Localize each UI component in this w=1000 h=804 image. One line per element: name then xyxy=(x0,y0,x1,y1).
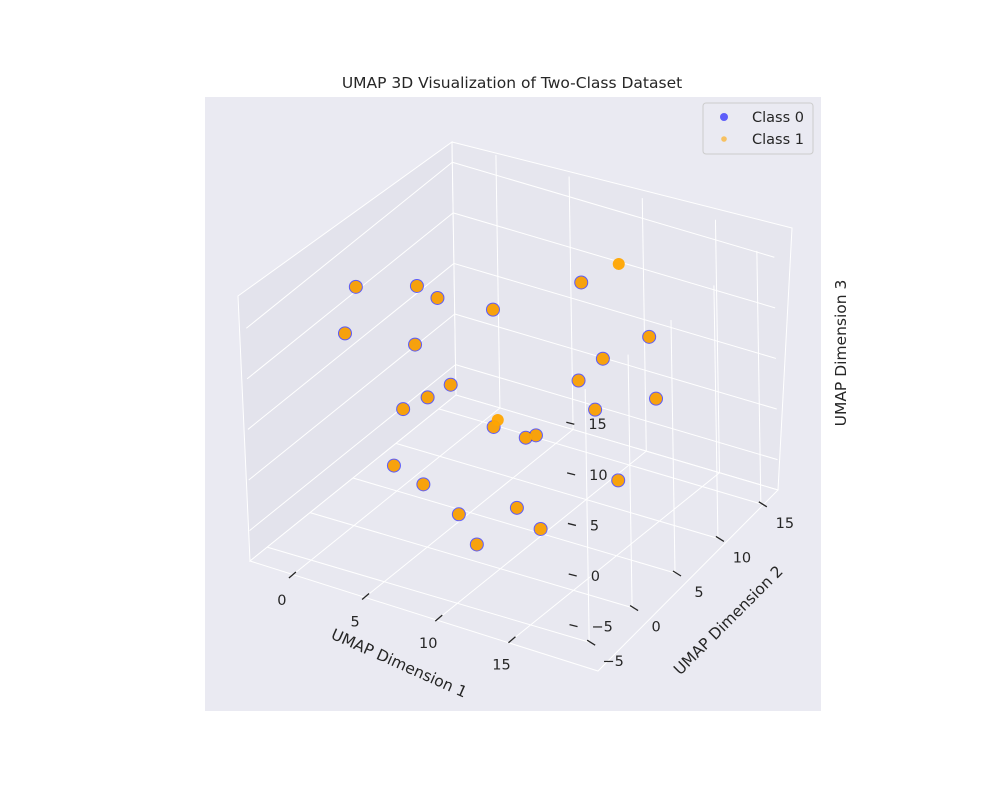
point-class-1 xyxy=(410,279,423,292)
point-class-1 xyxy=(349,280,362,293)
z-tick-mark xyxy=(566,472,576,476)
pane-floor-x-y xyxy=(248,394,779,672)
point-class-1 xyxy=(510,501,523,514)
x-tick-label: 15 xyxy=(492,658,510,674)
grid-z-left-pane xyxy=(246,161,453,329)
legend-marker-class-1 xyxy=(721,136,727,142)
legend-marker-class-0 xyxy=(720,113,728,121)
point-class-1 xyxy=(486,303,499,316)
z-tick-mark xyxy=(566,421,575,425)
grid-x-pane xyxy=(568,176,574,430)
point-class-1 xyxy=(397,403,410,416)
x-tick-label: 5 xyxy=(350,615,359,631)
z-tick-mark xyxy=(567,522,577,527)
legend-label-class-0: Class 0 xyxy=(752,110,804,126)
y-tick-mark xyxy=(586,639,596,646)
z-tick-mark xyxy=(568,573,577,577)
z-tick-label: 0 xyxy=(591,569,600,585)
point-class-1 xyxy=(650,392,663,405)
z-tick-label: 15 xyxy=(588,417,606,433)
y-tick-label: 5 xyxy=(694,585,703,601)
point-class-1 xyxy=(612,474,625,487)
grid-y-pane xyxy=(627,354,633,608)
point-class-1 xyxy=(612,257,625,270)
grid-z-back-pane xyxy=(455,364,778,461)
z-tick-label: 10 xyxy=(589,468,607,484)
point-class-1 xyxy=(387,459,400,472)
grid-y-pane xyxy=(756,250,762,504)
point-class-1 xyxy=(519,431,532,444)
z-axis-label: UMAP Dimension 3 xyxy=(832,280,850,427)
y-tick-label: 10 xyxy=(733,550,751,566)
z-tick-label: 5 xyxy=(590,518,599,534)
grid-y-pane xyxy=(670,319,676,574)
point-class-1 xyxy=(596,352,609,365)
axis-ticks: 0 5 10 15 −5 0 5 10 15 −5 0 5 10 15 xyxy=(277,417,794,673)
y-tick-mark xyxy=(758,501,768,508)
point-class-1 xyxy=(534,522,547,535)
point-class-1 xyxy=(338,327,351,340)
z-tick-mark xyxy=(569,624,578,628)
grid-y-pane xyxy=(584,389,590,643)
z-tick-label: −5 xyxy=(592,620,613,636)
y-tick-mark xyxy=(672,570,682,577)
y-tick-mark xyxy=(715,535,725,542)
grid-y-floor xyxy=(267,546,590,643)
scatter-points xyxy=(337,257,664,552)
y-tick-label: 0 xyxy=(651,620,660,636)
legend-label-class-1: Class 1 xyxy=(752,132,804,148)
point-class-1 xyxy=(470,538,483,551)
point-class-1 xyxy=(444,378,457,391)
x-tick-label: 10 xyxy=(419,636,437,652)
point-class-1 xyxy=(409,338,422,351)
grid-z-back-pane xyxy=(454,313,777,410)
grid-z-back-pane xyxy=(452,161,775,258)
point-class-1 xyxy=(431,291,444,304)
point-class-1 xyxy=(643,330,656,343)
x-tick-mark xyxy=(434,614,443,622)
grid-y-floor xyxy=(352,477,676,574)
chart-title: UMAP 3D Visualization of Two-Class Datas… xyxy=(342,74,682,92)
grid-x-pane xyxy=(495,154,501,408)
point-class-1 xyxy=(572,374,585,387)
grid-x-pane xyxy=(641,198,647,452)
grid-z-back-pane xyxy=(453,262,777,359)
y-tick-mark xyxy=(629,605,639,612)
legend: Class 0 Class 1 xyxy=(702,102,814,155)
point-class-1 xyxy=(452,508,465,521)
point-class-1 xyxy=(589,403,602,416)
point-class-1 xyxy=(491,413,504,426)
grid-x-pane xyxy=(714,219,720,473)
grid-z-left-pane xyxy=(249,364,456,532)
x-tick-mark xyxy=(508,636,516,644)
grid-z-left-pane xyxy=(246,212,454,380)
point-class-1 xyxy=(421,391,434,404)
grid-y-pane xyxy=(713,285,719,539)
x-tick-mark xyxy=(361,593,370,601)
point-class-1 xyxy=(417,478,430,491)
point-class-1 xyxy=(575,276,588,289)
grid-y-floor xyxy=(395,442,719,539)
grid-y-floor xyxy=(309,512,633,609)
legend-box xyxy=(702,102,814,155)
y-tick-label: −5 xyxy=(602,654,623,670)
point-class-1 xyxy=(529,429,542,442)
y-tick-label: 15 xyxy=(776,516,794,532)
x-tick-label: 0 xyxy=(277,593,286,609)
x-tick-mark xyxy=(288,571,297,579)
grid-lines xyxy=(246,154,778,643)
